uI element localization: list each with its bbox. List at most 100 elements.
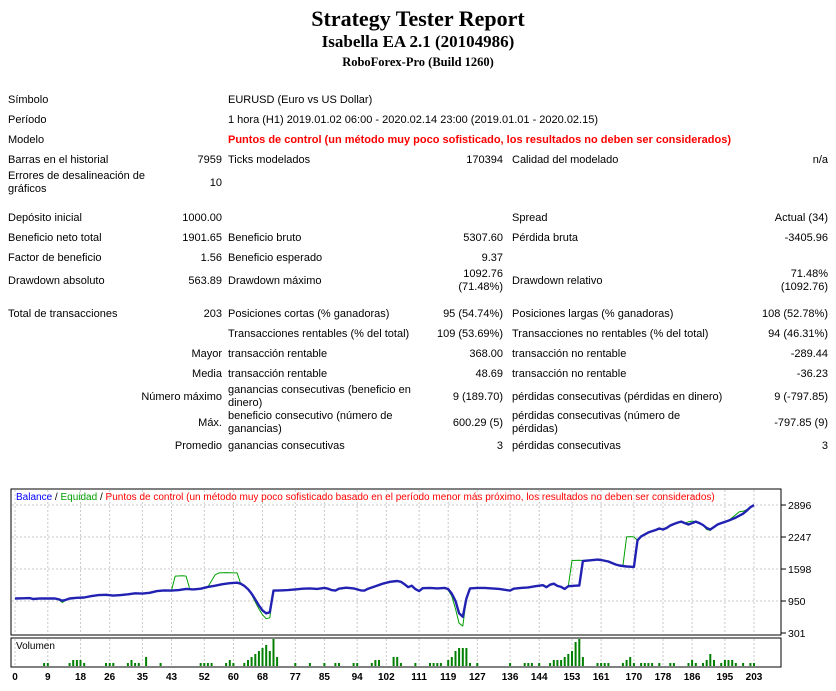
gross-profit-value: 5307.60 (463, 231, 503, 244)
long-positions-value: 108 (52.78%) (761, 307, 828, 320)
report-header: Strategy Tester Report Isabella EA 2.1 (… (0, 6, 836, 70)
table-row-model: Modelo Puntos de control (un método muy … (8, 130, 828, 150)
row-label: Drawdown máximo (228, 274, 322, 287)
row-label: ganancias consecutivas (228, 439, 345, 452)
row-label: transacción no rentable (512, 347, 627, 360)
table-row-symbol: Símbolo EURUSD (Euro vs US Dollar) (8, 90, 828, 110)
spread-value: Actual (34) (774, 211, 828, 224)
row-label: Drawdown absoluto (8, 274, 105, 287)
table-row-bars: Barras en el historial 7959 Ticks modela… (8, 150, 828, 170)
report-table: Símbolo EURUSD (Euro vs US Dollar) Perío… (8, 90, 828, 456)
row-qualifier: Máx. (198, 416, 222, 429)
profit-factor-value: 1.56 (200, 251, 222, 264)
svg-text:178: 178 (655, 672, 672, 683)
svg-text:60: 60 (228, 672, 240, 683)
avg-consec-wins-value: 3 (496, 439, 503, 452)
svg-text:0: 0 (12, 672, 18, 683)
balance-volume-chart-canvas: 301 950 1598 2247 2896 0 9 18 26 35 43 52 60 68 77 85 94… (10, 488, 812, 683)
volume-pane-label: Volumen (16, 641, 55, 652)
row-label: pérdidas consecutivas (pérdidas en diner… (512, 390, 723, 403)
avg-loss-value: -36.23 (796, 367, 828, 380)
row-label: Factor de beneficio (8, 251, 102, 264)
svg-text:77: 77 (290, 672, 302, 683)
volume-bars (43, 639, 755, 666)
svg-text:127: 127 (469, 672, 486, 683)
symbol-value: EURUSD (Euro vs US Dollar) (228, 93, 373, 106)
svg-text:52: 52 (199, 672, 211, 683)
table-row-profit-trades: Transacciones rentables (% del total) 10… (8, 324, 828, 344)
profit-trades-value: 109 (53.69%) (436, 327, 503, 340)
svg-text:68: 68 (257, 672, 269, 683)
quality-value: n/a (812, 153, 828, 166)
svg-text:136: 136 (502, 672, 519, 683)
row-label: Símbolo (8, 93, 49, 106)
row-label: pérdidas consecutivas (512, 439, 621, 452)
max-drawdown-value: 1092.76 (71.48%) (458, 268, 503, 293)
model-warning-value: Puntos de control (un método muy poco so… (228, 133, 732, 146)
max-consec-wins-value: 9 (189.70) (452, 390, 503, 403)
row-label: Errores de desalineación de gráficos (8, 170, 145, 195)
svg-text:9: 9 (45, 672, 51, 683)
table-row-max-consecutive: Número máximo ganancias consecutivas (be… (8, 384, 828, 410)
row-qualifier: Promedio (174, 439, 222, 452)
svg-text:1598: 1598 (788, 564, 812, 576)
expected-payoff-value: 9.37 (481, 251, 503, 264)
gross-loss-value: -3405.96 (784, 231, 828, 244)
table-row-average-consecutive: Promedio ganancias consecutivas 3 pérdid… (8, 436, 828, 456)
table-row-largest: Mayor transacción rentable 368.00 transa… (8, 344, 828, 364)
chart-axes: 301 950 1598 2247 2896 0 9 18 26 35 43 52 60 68 77 85 94… (10, 488, 812, 683)
row-qualifier: Mayor (191, 347, 222, 360)
table-row-net-profit: Beneficio neto total 1901.65 Beneficio b… (8, 228, 828, 248)
legend-balance: Balance (16, 492, 53, 503)
ticks-value: 170394 (466, 153, 503, 166)
short-positions-value: 95 (54.74%) (443, 307, 503, 320)
abs-drawdown-value: 563.89 (188, 274, 222, 287)
row-label: Beneficio bruto (228, 231, 302, 244)
maximal-consec-profit-value: 600.29 (5) (452, 416, 503, 429)
legend-model-note: Puntos de control (un método muy poco so… (105, 492, 715, 503)
deposit-value: 1000.00 (182, 211, 222, 224)
chart-series (14, 503, 755, 627)
row-label: Modelo (8, 133, 45, 146)
maximal-consec-loss-value: -797.85 (9) (774, 416, 828, 429)
svg-text:111: 111 (411, 672, 427, 683)
row-qualifier: Media (192, 367, 222, 380)
row-qualifier: Número máximo (141, 390, 222, 403)
chart-grid (12, 490, 780, 666)
table-row-deposit: Depósito inicial 1000.00 Spread Actual (… (8, 208, 828, 228)
svg-text:85: 85 (319, 672, 331, 683)
row-label: Período (8, 113, 47, 126)
ea-name-title: Isabella EA 2.1 (20104986) (321, 32, 515, 51)
svg-text:102: 102 (378, 672, 395, 683)
row-label: Calidad del modelado (512, 153, 619, 166)
chart-legend: Balance / Equidad / Puntos de control (u… (16, 492, 715, 504)
svg-text:203: 203 (746, 672, 763, 683)
row-label: Total de transacciones (8, 307, 118, 320)
row-label: Transacciones rentables (% del total) (228, 327, 410, 340)
rel-drawdown-value: 71.48% (1092.76) (780, 268, 828, 293)
row-label: Ticks modelados (228, 153, 311, 166)
svg-text:301: 301 (788, 628, 806, 640)
row-label: Depósito inicial (8, 211, 82, 224)
max-consec-losses-value: 9 (-797.85) (774, 390, 828, 403)
svg-text:950: 950 (788, 596, 806, 608)
svg-text:18: 18 (75, 672, 87, 683)
svg-text:170: 170 (626, 672, 643, 683)
largest-loss-value: -289.44 (790, 347, 828, 360)
svg-text:2247: 2247 (788, 532, 812, 544)
row-label: transacción rentable (228, 367, 328, 380)
table-row-profit-factor: Factor de beneficio 1.56 Beneficio esper… (8, 248, 828, 268)
legend-separator: / (54, 492, 58, 503)
loss-trades-value: 94 (46.31%) (768, 327, 828, 340)
row-label: Posiciones cortas (% ganadoras) (228, 307, 390, 320)
row-label: Beneficio esperado (228, 251, 323, 264)
strategy-tester-report: { "header": { "title": "Strategy Tester … (0, 6, 836, 686)
row-label: ganancias consecutivas (beneficio en din… (228, 384, 411, 409)
row-label: Spread (512, 211, 548, 224)
row-label: pérdidas consecutivas (número de pérdida… (512, 410, 681, 435)
bars-value: 7959 (197, 153, 222, 166)
avg-profit-value: 48.69 (475, 367, 503, 380)
total-trades-value: 203 (203, 307, 222, 320)
row-label: transacción rentable (228, 347, 328, 360)
svg-text:186: 186 (684, 672, 701, 683)
